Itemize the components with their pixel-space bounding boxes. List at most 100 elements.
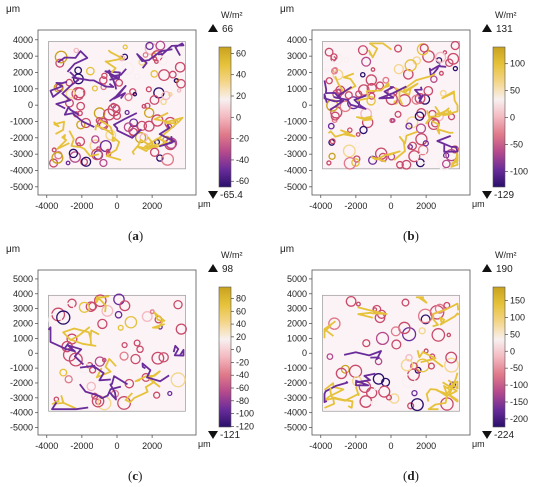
colorbar-tick-label: -60 xyxy=(236,383,249,393)
y-tick-label: 3000 xyxy=(287,304,307,314)
y-tick-label: 4000 xyxy=(13,289,33,299)
y-tick-label: 4000 xyxy=(287,35,307,45)
y-tick-label: -4000 xyxy=(10,408,33,418)
x-tick-label: 0 xyxy=(114,201,119,211)
x-tick-label: -2000 xyxy=(344,441,367,451)
y-tick-label: 3000 xyxy=(287,51,307,61)
y-tick-label: -4000 xyxy=(284,408,307,418)
colorbar-tick-label: -150 xyxy=(510,397,528,407)
y-tick-label: 2000 xyxy=(13,319,33,329)
y-tick-label: 2000 xyxy=(287,319,307,329)
colorbar-tick-label: -80 xyxy=(236,396,249,406)
max-triangle-icon xyxy=(482,24,492,32)
field-pattern xyxy=(49,40,186,168)
colorbar-tick-label: 20 xyxy=(236,91,246,101)
colorbar-tick-label: -100 xyxy=(510,380,528,390)
caption-d: (d) xyxy=(403,468,419,483)
min-value-label: -65.4 xyxy=(220,190,243,201)
y-tick-label: -1000 xyxy=(284,363,307,373)
y-tick-label: -5000 xyxy=(10,423,33,433)
y-tick-label: 3000 xyxy=(13,51,33,61)
x-tick-label: -2000 xyxy=(70,201,93,211)
y-tick-label: 5000 xyxy=(287,274,307,284)
y-tick-label: -2000 xyxy=(10,133,33,143)
colorbar-tick-label: -200 xyxy=(510,414,528,424)
y-tick-label: -5000 xyxy=(284,423,307,433)
x-tick-label: 2000 xyxy=(142,201,162,211)
colorbar-tick-label: -100 xyxy=(510,166,528,176)
x-tick-label: 0 xyxy=(388,201,393,211)
max-triangle-icon xyxy=(482,264,492,272)
y-tick-label: 5000 xyxy=(13,274,33,284)
x-tick-label: 2000 xyxy=(416,441,436,451)
max-value-label: 190 xyxy=(496,264,513,275)
colorbar xyxy=(218,286,232,428)
y-tick-label: 0 xyxy=(302,348,307,358)
y-tick-label: -4000 xyxy=(10,165,33,175)
colorbar-tick-label: 100 xyxy=(510,312,525,322)
colorbar-unit: W/m² xyxy=(495,250,517,260)
min-triangle-icon xyxy=(482,191,492,199)
colorbar-tick-label: 0 xyxy=(510,346,515,356)
min-triangle-icon xyxy=(208,431,218,439)
x-tick-label: 2000 xyxy=(416,201,436,211)
x-tick-label: -2000 xyxy=(344,201,367,211)
chart-svg: μm500040003000200010000-1000-2000-3000-4… xyxy=(6,244,254,451)
colorbar-unit: W/m² xyxy=(221,250,243,260)
caption-c: (c) xyxy=(128,468,143,483)
x-tick-label: -4000 xyxy=(309,441,332,451)
chart-svg: μm40003000200010000-1000-2000-3000-4000-… xyxy=(280,4,528,211)
colorbar-tick-label: -20 xyxy=(236,357,249,367)
x-tick-label: -4000 xyxy=(309,201,332,211)
max-triangle-icon xyxy=(208,264,218,272)
colorbar-unit: W/m² xyxy=(221,10,243,20)
y-tick-label: 3000 xyxy=(13,304,33,314)
min-value-label: -129 xyxy=(494,190,514,201)
y-tick-label: -5000 xyxy=(10,182,33,192)
x-axis-unit: μm xyxy=(198,199,211,209)
colorbar-tick-label: 80 xyxy=(236,294,246,304)
y-tick-label: 4000 xyxy=(13,35,33,45)
y-tick-label: -3000 xyxy=(284,149,307,159)
chart-svg: μm40003000200010000-1000-2000-3000-4000-… xyxy=(6,4,249,211)
y-tick-label: -1000 xyxy=(10,116,33,126)
colorbar-tick-label: 0 xyxy=(236,345,241,355)
colorbar-tick-label: 0 xyxy=(510,113,515,123)
y-tick-label: -2000 xyxy=(284,133,307,143)
y-tick-label: 1000 xyxy=(13,84,33,94)
y-tick-label: -1000 xyxy=(284,116,307,126)
y-tick-label: 1000 xyxy=(287,84,307,94)
y-tick-label: 0 xyxy=(302,100,307,110)
x-tick-label: -2000 xyxy=(70,441,93,451)
x-axis-unit: μm xyxy=(472,199,485,209)
max-value-label: 98 xyxy=(222,264,234,275)
caption-b: (b) xyxy=(403,228,419,243)
y-axis-unit: μm xyxy=(280,244,294,255)
max-triangle-icon xyxy=(208,24,218,32)
colorbar-tick-label: -40 xyxy=(236,370,249,380)
y-tick-label: -2000 xyxy=(10,378,33,388)
min-triangle-icon xyxy=(482,431,492,439)
colorbar-tick-label: -50 xyxy=(510,139,523,149)
colorbar-tick-label: -40 xyxy=(236,155,249,165)
y-tick-label: -4000 xyxy=(284,165,307,175)
x-tick-label: -4000 xyxy=(35,441,58,451)
colorbar xyxy=(218,46,232,188)
min-triangle-icon xyxy=(208,191,218,199)
field-pattern xyxy=(323,40,460,171)
colorbar-tick-label: 150 xyxy=(510,296,525,306)
max-value-label: 66 xyxy=(222,24,234,35)
colorbar-tick-label: -100 xyxy=(236,409,254,419)
y-tick-label: -2000 xyxy=(284,378,307,388)
colorbar-tick-label: 50 xyxy=(510,86,520,96)
colorbar-tick-label: 40 xyxy=(236,319,246,329)
sample-region xyxy=(322,294,460,412)
colorbar-tick-label: 40 xyxy=(236,70,246,80)
y-tick-label: 0 xyxy=(28,100,33,110)
y-tick-label: 2000 xyxy=(13,67,33,77)
min-value-label: -121 xyxy=(220,430,240,441)
colorbar-tick-label: -60 xyxy=(236,176,249,186)
colorbar-tick-label: 60 xyxy=(236,48,246,58)
y-tick-label: 1000 xyxy=(13,333,33,343)
panel-b: μm 4000 3000 2000 1000 0 -1000 -2000 -3000 -4000-… xyxy=(274,0,544,243)
